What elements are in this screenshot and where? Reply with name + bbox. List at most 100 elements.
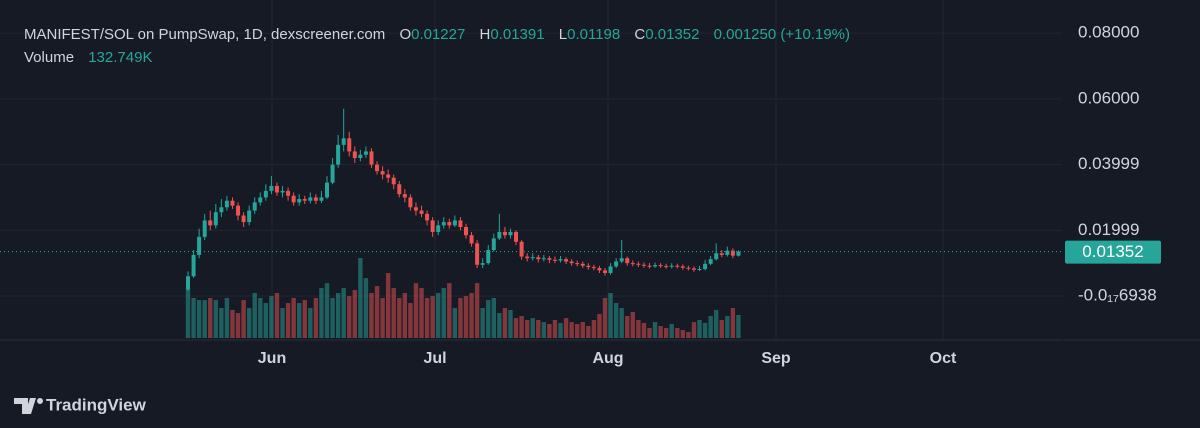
candle-body <box>369 151 374 165</box>
last-price-box <box>1065 240 1161 264</box>
volume-bar <box>219 308 224 338</box>
volume-bar <box>575 323 580 338</box>
logo-mark <box>14 398 36 414</box>
candle-body <box>719 253 724 255</box>
change: 0.001250 (+10.19%) <box>713 26 850 43</box>
volume-title: Volume <box>24 49 75 66</box>
volume-bar <box>208 298 213 338</box>
volume-bar <box>297 303 302 338</box>
volume-bar <box>324 283 330 338</box>
candle-body <box>336 144 341 165</box>
volume-bar <box>419 287 424 338</box>
candle-body <box>469 235 474 244</box>
candle-body <box>263 190 268 198</box>
candle-body <box>691 268 696 270</box>
volume-row: Volume 132.749K <box>24 49 152 66</box>
volume-bar <box>469 292 474 338</box>
candle-body <box>458 220 463 227</box>
volume-bar <box>335 292 341 338</box>
volume-bar <box>380 298 385 338</box>
volume-bar <box>558 322 563 338</box>
volume-bar <box>702 322 708 338</box>
candle-body <box>341 138 346 145</box>
volume-bar <box>552 319 558 338</box>
candle-body <box>391 177 396 185</box>
volume-bar <box>285 303 291 338</box>
candle-body <box>375 164 380 172</box>
volume-bar <box>241 300 246 338</box>
volume-bar <box>458 298 463 338</box>
candle-body <box>730 250 735 256</box>
volume-bar <box>530 318 535 338</box>
candle-body <box>603 270 607 273</box>
candle-body <box>591 267 596 269</box>
volume-bar <box>246 308 252 338</box>
volume-bar <box>652 322 658 338</box>
candle-body <box>447 222 452 226</box>
volume-bar <box>541 322 547 338</box>
y-tick-label: 0.08000 <box>1078 23 1139 42</box>
candle-body <box>475 243 480 265</box>
volume-bar <box>358 258 363 338</box>
candle-body <box>386 174 391 178</box>
candle-body <box>208 220 213 226</box>
volume-bar <box>224 298 230 338</box>
candle-body <box>402 194 407 198</box>
ohlc-value: 0.01391 <box>490 26 545 43</box>
candle-body <box>630 263 635 265</box>
volume-bar <box>313 298 319 338</box>
candle-body <box>703 263 708 270</box>
candle-body <box>669 265 674 267</box>
volume-bar <box>341 287 346 338</box>
volume-bar <box>196 300 202 338</box>
volume-bar <box>491 298 496 338</box>
candle-body <box>269 185 274 191</box>
volume-bar <box>230 309 235 338</box>
ohlc-value: 0.01227 <box>411 26 466 43</box>
volume-bar <box>536 319 541 338</box>
x-tick-label: Jun <box>258 350 286 367</box>
candle-body <box>247 210 252 223</box>
volume-bar <box>641 322 647 338</box>
volume-bar <box>619 308 624 338</box>
volume-bar <box>330 298 335 338</box>
candle-body <box>302 199 307 201</box>
volume-bar <box>474 283 480 338</box>
candle-body <box>297 199 302 203</box>
volume-bar <box>636 319 641 338</box>
volume-bar <box>447 283 452 338</box>
candle-body <box>224 200 229 208</box>
volume-bar <box>513 318 519 338</box>
candle-body <box>308 197 313 201</box>
volume-bar <box>252 292 257 338</box>
candle-body <box>241 215 246 223</box>
ohlc-label: C <box>634 26 646 43</box>
candle-body <box>625 258 630 264</box>
volume-bar <box>663 327 669 338</box>
candle-body <box>419 210 424 214</box>
volume-bar <box>675 327 680 338</box>
candle-body <box>614 261 619 267</box>
candle-body <box>236 205 241 216</box>
candle-body <box>258 197 263 203</box>
candle-body <box>425 213 430 221</box>
x-tick-label: Oct <box>930 350 957 367</box>
candle-body <box>213 212 218 226</box>
volume-bar <box>436 292 441 338</box>
ohlc-label: H <box>479 26 491 43</box>
volume-bar <box>691 322 697 338</box>
candle-body <box>219 207 224 213</box>
candle-body <box>486 249 491 264</box>
volume-bar <box>413 283 419 338</box>
volume-bar <box>352 290 357 338</box>
volume-bar <box>502 308 508 338</box>
volume-bar <box>402 292 408 338</box>
volume-bar <box>647 327 652 338</box>
volume-bar <box>714 309 719 338</box>
candle-body <box>330 164 335 183</box>
candle-body <box>408 197 413 208</box>
candle-body <box>575 263 580 265</box>
y-tick-label: -0.0₁₇6938 <box>1078 285 1157 304</box>
candle-body <box>502 231 507 236</box>
